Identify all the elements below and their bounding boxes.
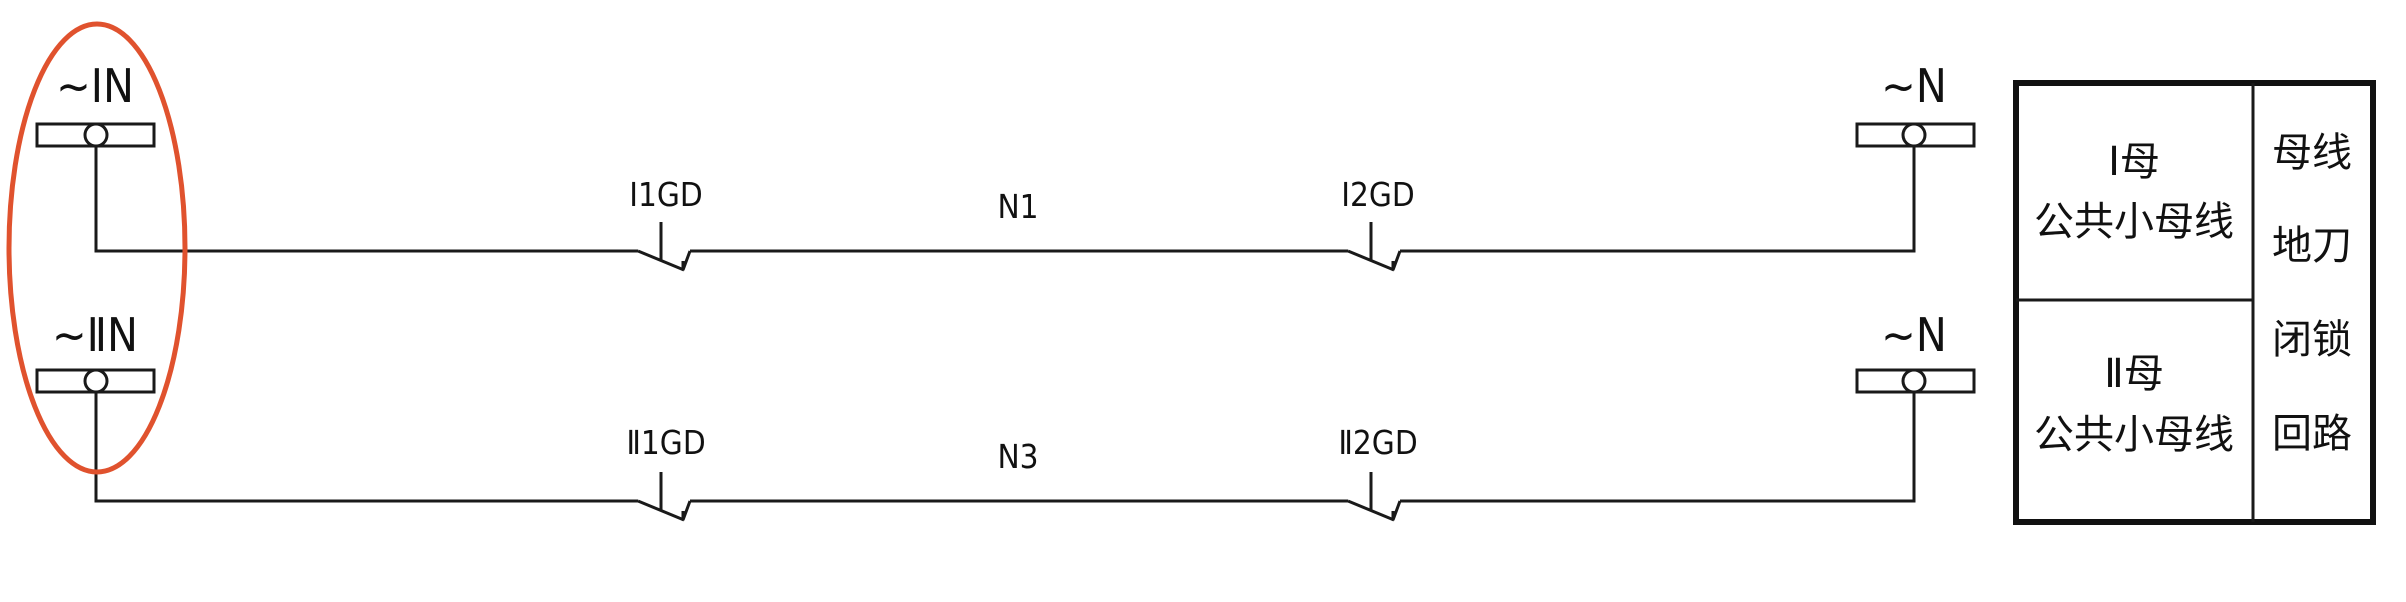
bus-1-right-terminal-node [1901,122,1927,148]
bus-2-source-label: ~ⅡN [52,308,138,362]
bus-2-ground-switch-1 [637,472,692,522]
bus-2-right-label: ~N [1881,308,1947,362]
bus-1-circuit: ~ⅠN Ⅰ1GD N1 Ⅰ2GD ~N [35,59,1976,272]
legend-side-line-1: 母线 [2272,130,2352,176]
bus-1-ground-switch-2 [1347,222,1402,272]
bus-2-wire-label: N3 [997,437,1038,476]
legend-side-line-4: 回路 [2272,411,2352,457]
bus-2-wire-left [94,392,638,503]
bus-2-switch-1-label: Ⅱ1GD [626,423,705,462]
bus-2-wire-right [1400,392,1916,503]
bus-1-source-label: ~ⅠN [56,59,134,113]
bus-1-switch-1-label: Ⅰ1GD [629,175,703,214]
bus-2-source-terminal-node [83,368,109,394]
bus-1-switch-2-label: Ⅰ2GD [1341,175,1415,214]
bus-1-wire-left [94,146,638,253]
bus-1-right-label: ~N [1881,59,1947,113]
legend-border [2013,80,2376,525]
bus-1-wire-right [1400,146,1916,253]
bus-2-circuit: ~ⅡN Ⅱ1GD N3 Ⅱ2GD ~N [35,308,1976,522]
bus-2-right-terminal-node [1901,368,1927,394]
bus-2-ground-switch-2 [1347,472,1402,522]
legend-bus-2-title: Ⅱ母 [2104,351,2164,397]
bus-2-switch-2-label: Ⅱ2GD [1338,423,1417,462]
legend-bus-1-title: Ⅰ母 [2108,139,2160,185]
legend-side-line-2: 地刀 [2272,223,2352,269]
source-highlight-ellipse [6,21,188,475]
bus-1-wire-label: N1 [997,187,1038,226]
legend-bus-1-subtitle: 公共小母线 [2034,199,2234,245]
legend-bus-2-subtitle: 公共小母线 [2034,412,2234,458]
legend-table: Ⅰ母 公共小母线 Ⅱ母 公共小母线 母线 地刀 闭锁 回路 [2013,80,2376,525]
bus-1-ground-switch-1 [637,222,692,272]
bus-1-source-terminal-node [83,122,109,148]
legend-side-line-3: 闭锁 [2272,317,2352,363]
